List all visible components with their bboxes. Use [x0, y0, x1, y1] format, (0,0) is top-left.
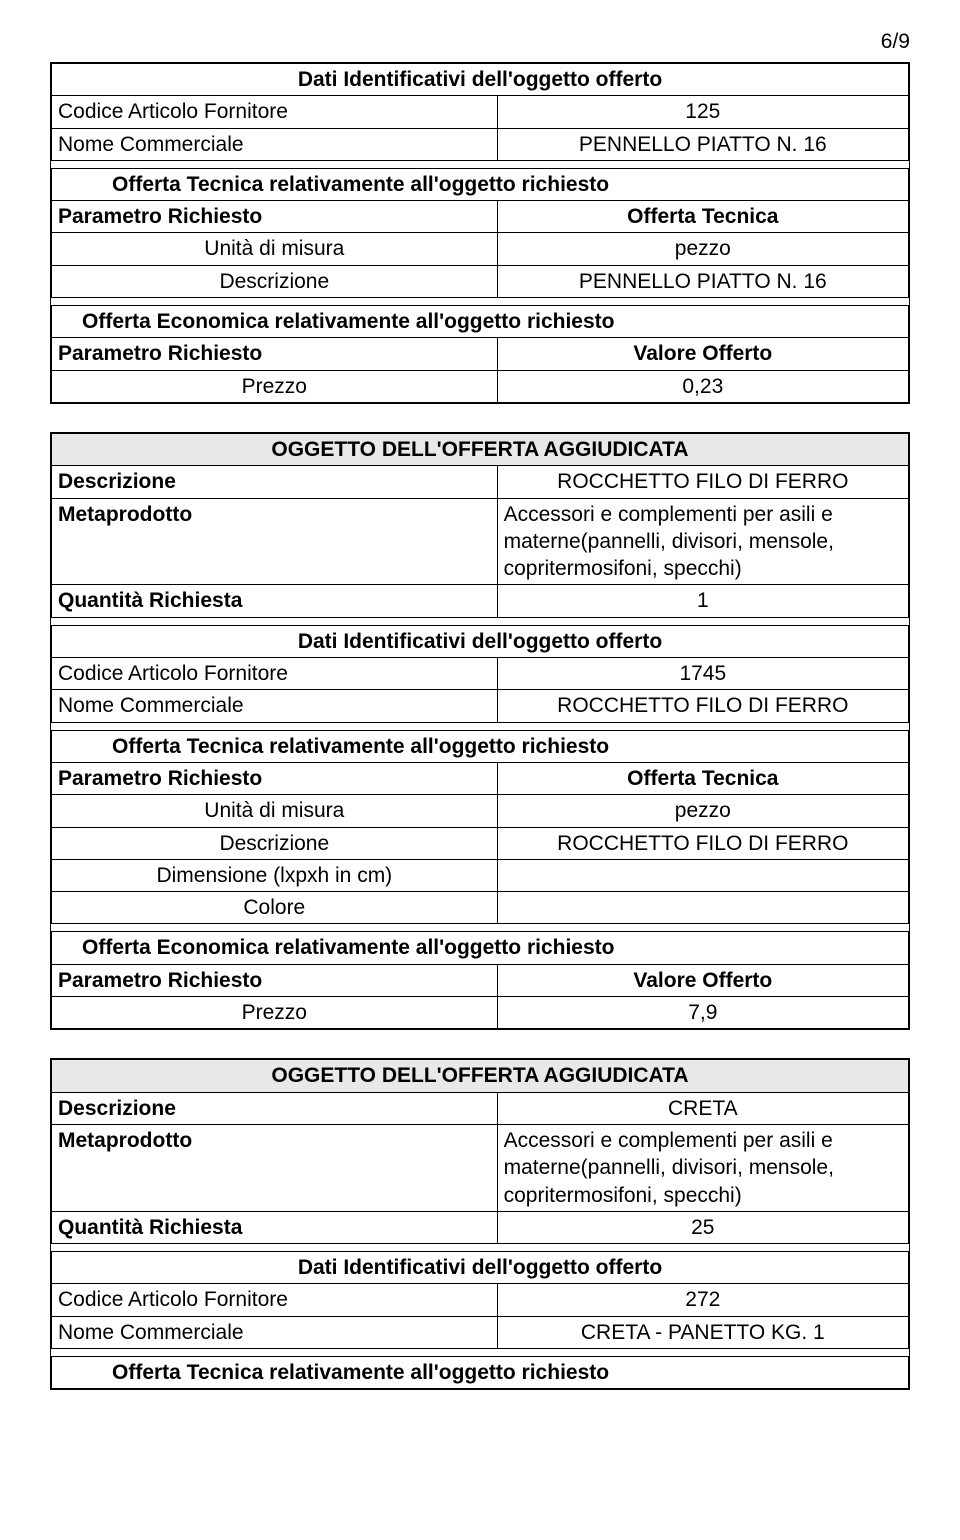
meta-label: Metaprodotto [52, 498, 498, 585]
block1-table: Dati Identificativi dell'oggetto offerto… [51, 63, 909, 403]
descr-label: Descrizione [52, 1092, 498, 1124]
prezzo-val: 0,23 [497, 370, 908, 402]
td-val: ROCCHETTO FILO DI FERRO [497, 827, 908, 859]
nome-label: Nome Commerciale [52, 1316, 498, 1348]
dati-title: Dati Identificativi dell'oggetto offerto [52, 1252, 909, 1284]
agg-title: OGGETTO DELL'OFFERTA AGGIUDICATA [52, 1060, 909, 1092]
prezzo-label: Prezzo [52, 997, 498, 1029]
dati-title: Dati Identificativi dell'oggetto offerto [52, 625, 909, 657]
tecnica-col: Offerta Tecnica [497, 762, 908, 794]
meta-val: Accessori e complementi per asili e mate… [497, 1124, 908, 1211]
prezzo-val: 7,9 [497, 997, 908, 1029]
block-rocchetto: OGGETTO DELL'OFFERTA AGGIUDICATA Descriz… [50, 432, 910, 1030]
param-label-2: Parametro Richiesto [52, 964, 498, 996]
descr-val: CRETA [497, 1092, 908, 1124]
col-label: Colore [52, 892, 498, 924]
block3-table: OGGETTO DELL'OFFERTA AGGIUDICATA Descriz… [51, 1059, 909, 1389]
tecnica-col: Offerta Tecnica [497, 201, 908, 233]
qty-val: 25 [497, 1211, 908, 1243]
nome-val: PENNELLO PIATTO N. 16 [497, 128, 908, 160]
page-number: 6/9 [50, 30, 910, 54]
nome-val: CRETA - PANETTO KG. 1 [497, 1316, 908, 1348]
descr-val: PENNELLO PIATTO N. 16 [497, 265, 908, 297]
tecnica-title: Offerta Tecnica relativamente all'oggett… [52, 1356, 909, 1388]
valore-col: Valore Offerto [497, 338, 908, 370]
td-label: Descrizione [52, 827, 498, 859]
dati-title: Dati Identificativi dell'oggetto offerto [52, 64, 909, 96]
block-creta: OGGETTO DELL'OFFERTA AGGIUDICATA Descriz… [50, 1058, 910, 1390]
dim-label: Dimensione (lxpxh in cm) [52, 859, 498, 891]
descr-label: Descrizione [52, 265, 498, 297]
param-label: Parametro Richiesto [52, 201, 498, 233]
tecnica-title: Offerta Tecnica relativamente all'oggett… [52, 730, 909, 762]
cod-val: 272 [497, 1284, 908, 1316]
agg-title: OGGETTO DELL'OFFERTA AGGIUDICATA [52, 433, 909, 465]
unita-label: Unità di misura [52, 233, 498, 265]
cod-label: Codice Articolo Fornitore [52, 658, 498, 690]
nome-val: ROCCHETTO FILO DI FERRO [497, 690, 908, 722]
meta-val: Accessori e complementi per asili e mate… [497, 498, 908, 585]
qty-val: 1 [497, 585, 908, 617]
qty-label: Quantità Richiesta [52, 1211, 498, 1243]
unita-label: Unità di misura [52, 795, 498, 827]
prezzo-label: Prezzo [52, 370, 498, 402]
param-label: Parametro Richiesto [52, 762, 498, 794]
econ-title: Offerta Economica relativamente all'ogge… [52, 306, 909, 338]
nome-label: Nome Commerciale [52, 128, 498, 160]
descr-label: Descrizione [52, 466, 498, 498]
tecnica-title: Offerta Tecnica relativamente all'oggett… [52, 168, 909, 200]
unita-val: pezzo [497, 233, 908, 265]
econ-title: Offerta Economica relativamente all'ogge… [52, 932, 909, 964]
block2-table: OGGETTO DELL'OFFERTA AGGIUDICATA Descriz… [51, 433, 909, 1029]
param-label-2: Parametro Richiesto [52, 338, 498, 370]
unita-val: pezzo [497, 795, 908, 827]
cod-label: Codice Articolo Fornitore [52, 1284, 498, 1316]
col-val [497, 892, 908, 924]
nome-label: Nome Commerciale [52, 690, 498, 722]
cod-label: Codice Articolo Fornitore [52, 96, 498, 128]
dim-val [497, 859, 908, 891]
descr-val: ROCCHETTO FILO DI FERRO [497, 466, 908, 498]
block-pennello: Dati Identificativi dell'oggetto offerto… [50, 62, 910, 404]
cod-val: 125 [497, 96, 908, 128]
valore-col: Valore Offerto [497, 964, 908, 996]
cod-val: 1745 [497, 658, 908, 690]
qty-label: Quantità Richiesta [52, 585, 498, 617]
meta-label: Metaprodotto [52, 1124, 498, 1211]
